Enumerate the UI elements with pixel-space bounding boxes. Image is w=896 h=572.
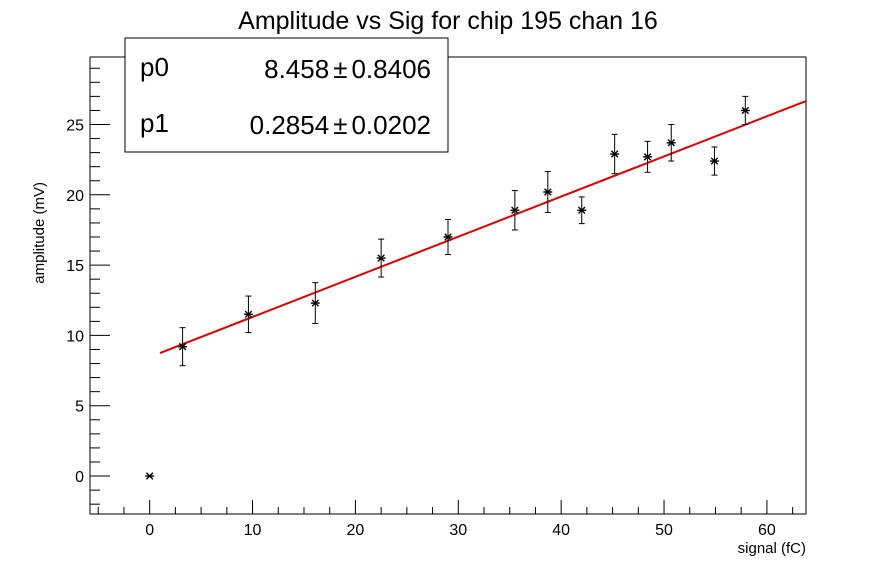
stats-p1-name: p1	[140, 108, 169, 138]
data-point	[666, 123, 676, 162]
stats-p1-value: 0.2854 ±0.0202	[250, 110, 431, 140]
asterisk-marker	[310, 299, 320, 307]
stats-p0-name: p0	[140, 52, 169, 82]
stats-p1-estimate: 0.2854	[250, 110, 330, 140]
asterisk-marker	[577, 206, 587, 215]
data-point	[510, 190, 520, 231]
data-point	[178, 327, 188, 367]
stats-p0-value: 8.458 ±0.8406	[264, 54, 431, 84]
asterisk-marker	[543, 188, 553, 196]
stats-box: p0 8.458 ±0.8406 p1 0.2854 ±0.0202	[124, 37, 449, 153]
asterisk-marker	[643, 153, 653, 161]
stats-p0-plus-minus: ±	[333, 54, 347, 84]
asterisk-marker	[740, 106, 750, 115]
fit-line	[159, 100, 807, 355]
x-tick-label: 10	[244, 522, 262, 539]
x-axis: 0 10 20 30 40 50 60	[97, 500, 794, 539]
x-tick-label: 20	[347, 522, 365, 539]
stats-p1-error: 0.0202	[351, 110, 431, 140]
y-tick-label: 5	[75, 399, 84, 416]
data-point	[310, 282, 320, 324]
data-point	[577, 196, 587, 225]
chart-title: Amplitude vs Sig for chip 195 chan 16	[238, 7, 658, 35]
stats-box-frame	[124, 37, 449, 153]
asterisk-marker	[510, 206, 520, 215]
data-points	[145, 95, 750, 480]
data-point	[643, 140, 653, 173]
y-tick-label: 20	[66, 188, 84, 205]
y-tick-label: 0	[75, 469, 84, 486]
x-tick-label: 0	[145, 522, 154, 539]
data-point	[145, 472, 155, 480]
stats-p0-estimate: 8.458	[264, 54, 329, 84]
data-point	[709, 146, 719, 176]
data-point	[543, 171, 553, 213]
y-tick-label: 15	[66, 258, 84, 275]
y-axis-label: amplitude (mV)	[31, 182, 48, 284]
asterisk-marker	[610, 150, 620, 158]
x-tick-label: 50	[655, 522, 673, 539]
asterisk-marker	[178, 342, 188, 351]
asterisk-marker	[443, 233, 453, 241]
y-axis: 0 5 10 15 20 25	[66, 67, 110, 505]
x-tick-label: 30	[449, 522, 467, 539]
stats-p1-plus-minus: ±	[333, 110, 347, 140]
data-point	[376, 238, 386, 278]
data-point	[443, 218, 453, 256]
data-point	[740, 95, 750, 125]
asterisk-marker	[376, 254, 386, 262]
asterisk-marker	[666, 139, 676, 147]
y-tick-label: 10	[66, 328, 84, 345]
x-tick-label: 40	[552, 522, 570, 539]
asterisk-marker	[243, 310, 253, 319]
x-tick-label: 60	[758, 522, 776, 539]
data-point	[610, 133, 620, 175]
data-point	[243, 295, 253, 334]
stats-p0-error: 0.8406	[351, 54, 431, 84]
asterisk-marker	[145, 472, 155, 480]
asterisk-marker	[709, 157, 719, 165]
x-axis-label: signal (fC)	[738, 540, 806, 557]
y-tick-label: 25	[66, 117, 84, 134]
